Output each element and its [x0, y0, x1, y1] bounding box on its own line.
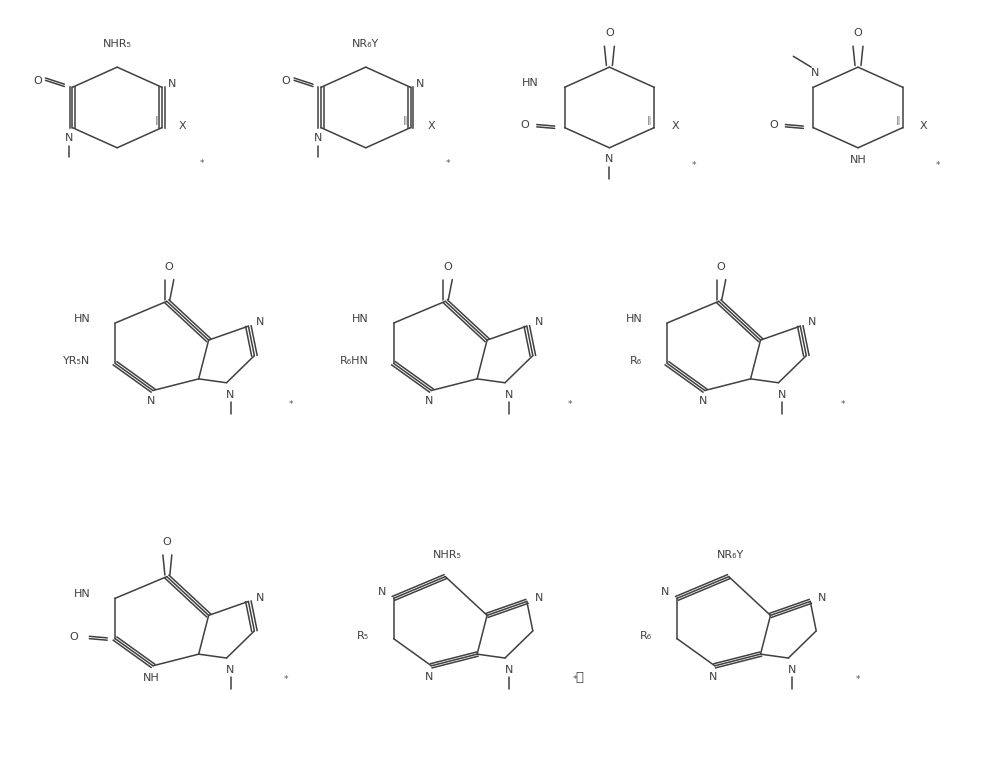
Text: N: N: [377, 587, 386, 597]
Text: N: N: [505, 665, 513, 676]
Text: O: O: [769, 120, 778, 130]
Text: N: N: [505, 390, 513, 400]
Text: O: O: [520, 120, 529, 130]
Text: ‖: ‖: [647, 116, 651, 126]
Text: N: N: [778, 390, 787, 400]
Text: *: *: [841, 400, 845, 409]
Text: N: N: [256, 317, 265, 327]
Text: N: N: [788, 665, 797, 676]
Text: N: N: [811, 69, 819, 78]
Text: R₆: R₆: [630, 356, 642, 366]
Text: N: N: [425, 672, 434, 682]
Text: O: O: [69, 632, 78, 642]
Text: N: N: [226, 390, 235, 400]
Text: HN: HN: [352, 314, 369, 324]
Text: N: N: [168, 79, 176, 89]
Text: N: N: [661, 587, 669, 597]
Text: N: N: [808, 317, 816, 327]
Text: R₆HN: R₆HN: [340, 356, 369, 366]
Text: R₆: R₆: [640, 631, 652, 641]
Text: N: N: [65, 134, 74, 144]
Text: *: *: [856, 676, 860, 684]
Text: X: X: [920, 121, 927, 131]
Text: X: X: [671, 121, 679, 131]
Text: N: N: [605, 155, 614, 165]
Text: O: O: [282, 76, 291, 86]
Text: O: O: [33, 76, 42, 86]
Text: HN: HN: [625, 314, 642, 324]
Text: N: N: [147, 396, 155, 406]
Text: NH: NH: [143, 673, 159, 683]
Text: HN: HN: [74, 590, 90, 600]
Text: N: N: [699, 396, 707, 406]
Text: O: O: [162, 537, 171, 547]
Text: *: *: [935, 161, 940, 170]
Text: ‖: ‖: [403, 116, 408, 126]
Text: HN: HN: [74, 314, 90, 324]
Text: N: N: [535, 593, 543, 603]
Text: *: *: [572, 676, 577, 684]
Text: N: N: [226, 665, 235, 676]
Text: ‖: ‖: [896, 116, 900, 126]
Text: N: N: [256, 593, 265, 603]
Text: YR₅N: YR₅N: [63, 356, 90, 366]
Text: *: *: [692, 161, 696, 170]
Text: N: N: [314, 134, 322, 144]
Text: N: N: [818, 593, 826, 603]
Text: N: N: [709, 672, 717, 682]
Text: X: X: [179, 121, 187, 131]
Text: *: *: [199, 159, 204, 168]
Text: O: O: [164, 262, 173, 273]
Text: *: *: [446, 159, 451, 168]
Text: NH: NH: [850, 155, 866, 166]
Text: R₅: R₅: [357, 631, 369, 641]
Text: NHR₅: NHR₅: [433, 550, 462, 560]
Text: ‖: ‖: [155, 116, 159, 126]
Text: *: *: [284, 676, 288, 684]
Text: NHR₅: NHR₅: [103, 39, 132, 49]
Text: O: O: [443, 262, 452, 273]
Text: N: N: [416, 79, 425, 89]
Text: N: N: [535, 317, 543, 327]
Text: X: X: [428, 121, 435, 131]
Text: N: N: [425, 396, 434, 406]
Text: NR₆Y: NR₆Y: [352, 39, 379, 49]
Text: 或: 或: [576, 671, 584, 684]
Text: *: *: [289, 400, 293, 409]
Text: O: O: [605, 28, 614, 38]
Text: NR₆Y: NR₆Y: [717, 550, 744, 560]
Text: O: O: [716, 262, 725, 273]
Text: O: O: [854, 28, 862, 38]
Text: HN: HN: [522, 78, 539, 88]
Text: *: *: [567, 400, 572, 409]
